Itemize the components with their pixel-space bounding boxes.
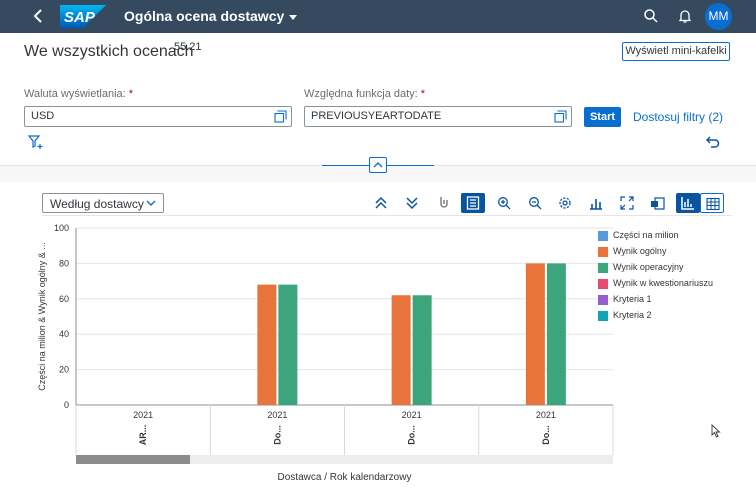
x-tick-label-year: 2021 — [133, 410, 153, 420]
zoom-in-icon — [498, 197, 511, 210]
y-tick-label: 0 — [64, 400, 69, 410]
x-tick-label-supplier: Do... — [407, 425, 417, 445]
app-title-menu[interactable]: Ogólna ocena dostawcy — [124, 8, 298, 24]
x-tick-label-year: 2021 — [402, 410, 422, 420]
start-button[interactable]: Start — [584, 107, 621, 127]
collapse-all-icon — [406, 197, 418, 210]
search-icon[interactable] — [643, 8, 659, 24]
table-view-icon — [466, 196, 480, 210]
drill-icon — [440, 197, 448, 208]
currency-value: USD — [31, 110, 55, 122]
sap-logo[interactable]: SAP — [60, 5, 106, 28]
currency-field[interactable]: USD — [24, 106, 292, 127]
bar — [546, 263, 566, 405]
y-tick-label: 100 — [54, 223, 69, 233]
bar — [525, 263, 545, 405]
app-title: Ogólna ocena dostawcy — [124, 8, 285, 24]
zoom-out-icon — [529, 197, 542, 210]
chart-type-button[interactable] — [584, 193, 608, 213]
expand-all-button[interactable] — [369, 193, 393, 213]
details-button[interactable] — [461, 193, 485, 213]
bar — [412, 295, 432, 405]
mouse-cursor-icon — [711, 424, 721, 438]
chevron-up-icon — [373, 162, 383, 168]
legend-label: Wynik ogólny — [613, 246, 667, 256]
chart-view-button[interactable] — [676, 193, 700, 213]
page-title[interactable]: We wszystkich ocenach — [24, 43, 194, 60]
drill-button[interactable] — [431, 193, 455, 213]
y-tick-label: 20 — [59, 365, 69, 375]
y-tick-label: 80 — [59, 258, 69, 268]
undo-icon[interactable] — [706, 135, 720, 149]
toolbar-divider — [42, 215, 732, 216]
add-filter-icon[interactable] — [28, 135, 44, 149]
legend-swatch — [598, 311, 608, 321]
y-tick-label: 40 — [59, 329, 69, 339]
chart-view-icon — [681, 197, 694, 210]
bar — [257, 284, 277, 405]
x-tick-label-year: 2021 — [267, 410, 287, 420]
x-tick-label-supplier: AR... — [138, 425, 148, 446]
shell-bar: SAP Ogólna ocena dostawcy MM — [0, 0, 756, 33]
settings-button[interactable] — [553, 193, 577, 213]
x-tick-label-supplier: Do... — [272, 425, 282, 445]
chart-type-icon — [590, 199, 602, 210]
legend-swatch — [598, 279, 608, 289]
fullscreen-button[interactable] — [615, 193, 639, 213]
legend-label: Wynik w kwestionariuszu — [613, 278, 713, 288]
group-by-select[interactable]: Według dostawcy — [42, 193, 164, 213]
legend-swatch — [598, 247, 608, 257]
collapse-all-button[interactable] — [400, 193, 424, 213]
fullscreen-icon — [620, 196, 634, 210]
grid-view-icon — [706, 197, 720, 211]
group-by-value: Według dostawcy — [50, 197, 144, 211]
table-view-button[interactable] — [700, 193, 724, 213]
legend-swatch — [598, 231, 608, 241]
content-area — [0, 182, 756, 496]
variant-count: 55.21 — [174, 41, 202, 53]
chevron-down-icon — [146, 200, 156, 206]
value-help-icon[interactable] — [554, 110, 567, 123]
zoom-out-button[interactable] — [523, 193, 547, 213]
date-function-label: Względna funkcja daty: * — [304, 88, 426, 100]
bell-icon[interactable] — [677, 8, 693, 24]
y-tick-label: 60 — [59, 294, 69, 304]
scrollbar-thumb — [76, 455, 190, 464]
back-icon[interactable] — [30, 7, 48, 25]
settings-icon — [559, 197, 571, 209]
legend-swatch — [598, 295, 608, 305]
avatar[interactable]: MM — [705, 3, 732, 30]
currency-label: Waluta wyświetlania: * — [24, 88, 134, 100]
bar-chart: 0 20 40 60 80 100 Części na milion & Wynik ogó… — [37, 223, 614, 483]
legend-label: Części na milion — [613, 230, 679, 240]
date-function-field[interactable]: PREVIOUSYEARTODATE — [304, 106, 572, 127]
mini-tiles-button[interactable]: Wyświetl mini-kafelki — [622, 42, 730, 61]
legend-label: Kryteria 1 — [613, 294, 652, 304]
page-header: We wszystkich ocenach 55.21 Wyświetl min… — [0, 33, 756, 173]
export-button[interactable] — [646, 193, 670, 213]
svg-text:SAP: SAP — [64, 9, 96, 26]
export-icon — [651, 197, 665, 210]
expand-all-icon — [375, 196, 387, 209]
legend-label: Kryteria 2 — [613, 310, 652, 320]
bar — [278, 284, 298, 405]
bar — [391, 295, 411, 405]
y-axis-title: Części na milion & Wynik ogólny & ... — [37, 242, 47, 390]
x-axis-title: Dostawca / Rok kalendarzowy — [278, 472, 412, 483]
caret-down-icon — [289, 14, 298, 20]
scrollbar-track — [76, 455, 613, 464]
zoom-in-button[interactable] — [492, 193, 516, 213]
date-function-value: PREVIOUSYEARTODATE — [311, 110, 442, 122]
value-help-icon[interactable] — [274, 110, 287, 123]
adapt-filters-link[interactable]: Dostosuj filtry (2) — [633, 110, 724, 124]
x-tick-label-year: 2021 — [536, 410, 556, 420]
legend-swatch — [598, 263, 608, 273]
collapse-header-button[interactable] — [369, 157, 387, 173]
legend-label: Wynik operacyjny — [613, 262, 684, 272]
x-tick-label-supplier: Do... — [541, 425, 551, 445]
